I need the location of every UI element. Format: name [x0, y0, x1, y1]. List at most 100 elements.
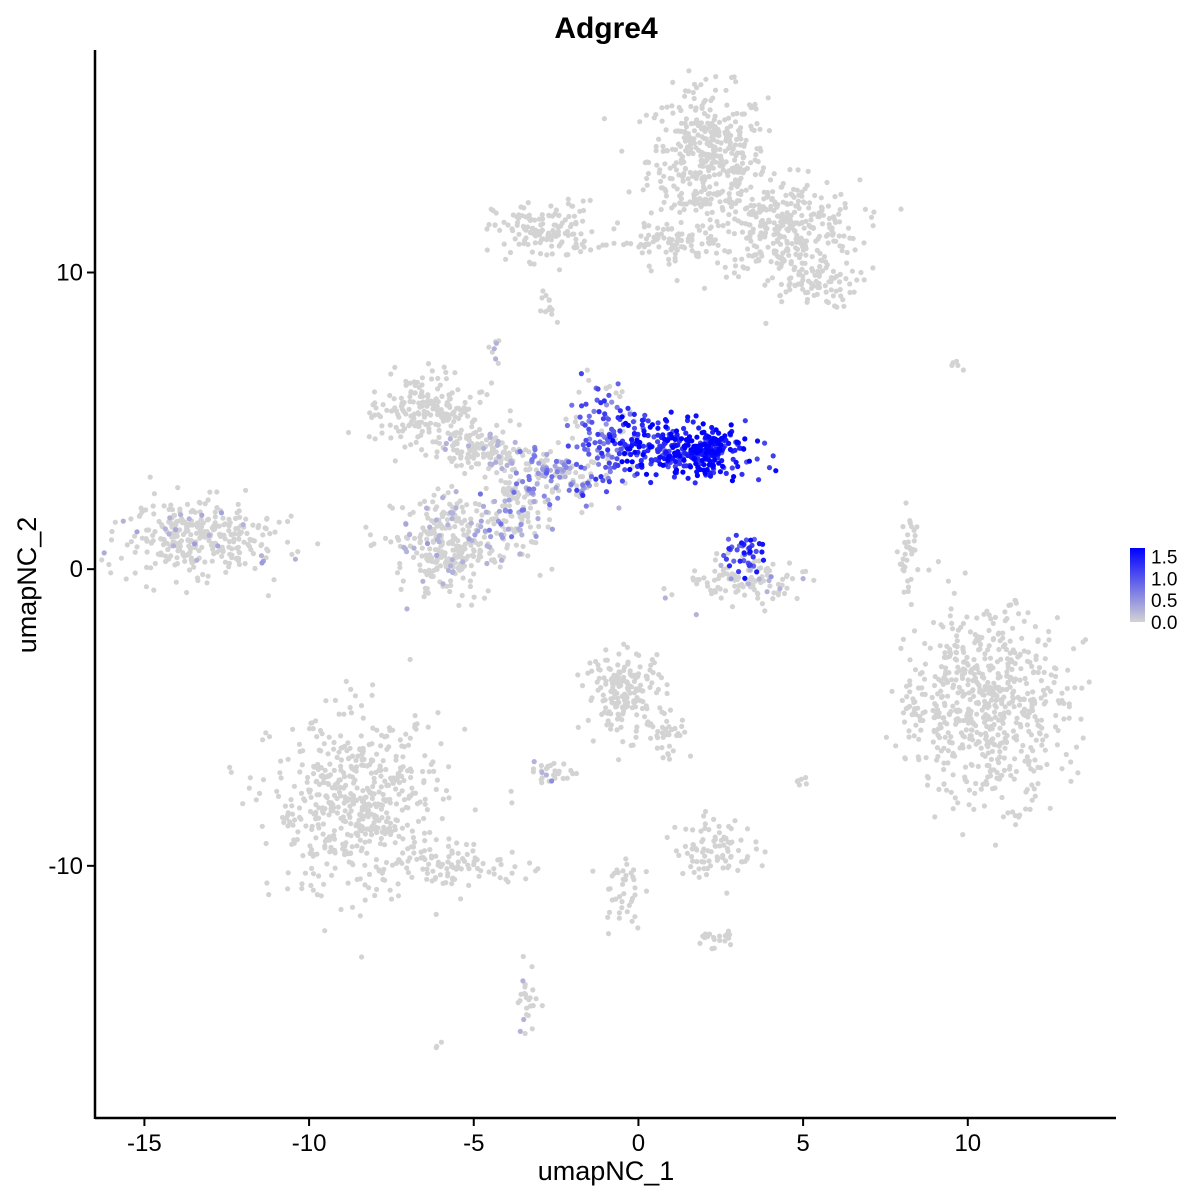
cell-point	[900, 710, 907, 716]
cell-point	[837, 243, 843, 249]
cell-point	[442, 553, 448, 559]
cell-point	[1035, 764, 1041, 771]
cell-point	[367, 803, 373, 809]
cell-point	[613, 390, 619, 396]
cell-point	[653, 472, 659, 478]
cell-point	[384, 407, 390, 413]
cell-point	[718, 157, 724, 163]
cell-point	[447, 539, 453, 546]
cell-point	[360, 715, 366, 721]
cell-point	[1000, 686, 1006, 693]
cell-point	[697, 940, 703, 947]
cell-point	[1007, 684, 1013, 690]
cell-point	[400, 578, 406, 584]
cell-point	[793, 251, 799, 257]
cell-point	[407, 380, 413, 386]
cell-point	[504, 462, 510, 468]
cell-point	[920, 717, 926, 724]
cell-point	[294, 837, 300, 843]
cell-point	[649, 458, 655, 464]
cell-point	[809, 266, 815, 272]
cell-point	[573, 414, 579, 420]
cell-point	[547, 505, 553, 511]
cell-point	[549, 778, 555, 784]
cell-point	[972, 790, 978, 796]
cell-point	[342, 808, 348, 814]
cell-point	[701, 813, 707, 819]
cell-point	[297, 748, 303, 755]
cell-point	[631, 867, 637, 873]
cell-point	[799, 189, 805, 195]
cell-point	[960, 367, 967, 373]
cell-point	[954, 633, 960, 639]
cell-point	[656, 244, 662, 250]
cell-point	[902, 539, 908, 546]
cell-point	[975, 739, 981, 745]
cell-point	[911, 538, 917, 544]
cell-point	[221, 522, 227, 528]
cell-point	[1040, 687, 1046, 694]
cell-point	[481, 445, 487, 451]
cell-point	[566, 487, 572, 493]
cell-point	[236, 508, 242, 514]
cell-point	[733, 532, 739, 538]
cell-point	[1022, 758, 1028, 764]
cell-point	[392, 405, 398, 411]
cell-point	[648, 268, 654, 274]
cell-point	[727, 430, 733, 437]
cell-point	[685, 414, 691, 420]
cell-point	[285, 756, 291, 762]
cell-point	[235, 555, 241, 561]
cell-point	[955, 362, 961, 368]
cell-point	[434, 449, 440, 455]
cell-point	[403, 382, 409, 388]
cell-point	[588, 474, 595, 480]
cell-point	[124, 542, 130, 548]
cell-point	[465, 413, 471, 419]
cell-point	[407, 735, 413, 741]
cell-point	[628, 241, 634, 247]
cell-point	[575, 672, 581, 678]
cell-point	[785, 247, 791, 253]
cell-point	[673, 160, 680, 166]
cell-point	[994, 659, 1001, 665]
cell-point	[979, 634, 985, 641]
cell-point	[435, 409, 441, 415]
cell-point	[184, 501, 191, 507]
cell-point	[234, 545, 240, 551]
cell-point	[680, 178, 686, 184]
cell-point	[636, 244, 642, 250]
cell-point	[536, 216, 543, 222]
cell-point	[406, 406, 412, 412]
cell-point	[331, 836, 338, 842]
cell-point	[646, 722, 652, 728]
cell-point	[257, 790, 263, 797]
cell-point	[603, 489, 610, 495]
cell-point	[288, 513, 294, 519]
cell-point	[759, 253, 765, 259]
cell-point	[379, 815, 385, 821]
cell-point	[250, 551, 256, 557]
cell-point	[605, 914, 611, 920]
cell-point	[434, 558, 440, 565]
cell-point	[496, 508, 502, 514]
color-legend: 0.00.51.01.5	[1130, 548, 1177, 634]
cell-point	[615, 695, 621, 701]
cell-point	[714, 438, 720, 445]
cell-point	[688, 103, 694, 110]
cell-point	[435, 710, 441, 716]
cell-point	[207, 489, 213, 495]
cell-point	[893, 743, 899, 749]
cell-point	[555, 495, 561, 501]
cell-point	[143, 507, 149, 513]
cell-point	[189, 560, 195, 566]
cell-point	[706, 173, 712, 179]
cell-point	[106, 561, 112, 568]
cell-point	[378, 806, 384, 812]
cell-point	[747, 567, 753, 573]
cell-point	[455, 859, 461, 865]
cell-point	[527, 995, 533, 1001]
cell-point	[169, 507, 175, 513]
cell-point	[471, 548, 477, 554]
cell-point	[726, 229, 732, 235]
